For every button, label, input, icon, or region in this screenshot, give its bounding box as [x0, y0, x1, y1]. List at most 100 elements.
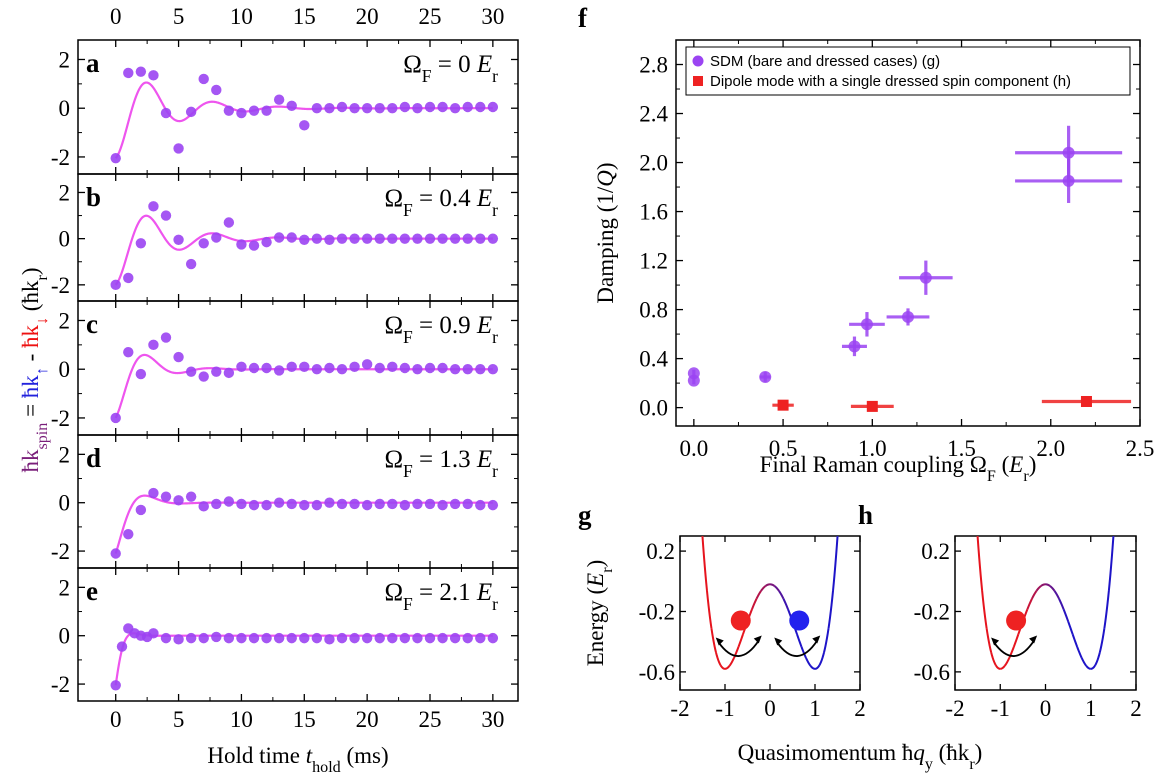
band-curve-segment — [990, 652, 997, 666]
series-dipole — [772, 395, 1132, 412]
data-point — [236, 107, 247, 119]
band-curve-segment — [755, 590, 762, 600]
top-xtick-label: 15 — [293, 4, 316, 29]
data-point — [336, 632, 348, 644]
data-point — [399, 362, 411, 374]
data-point — [236, 239, 247, 250]
data-point — [211, 498, 222, 510]
band-curve-segment — [1003, 657, 1011, 667]
data-point — [248, 632, 260, 644]
legend-label-dipole: Dipole mode with a single dressed spin c… — [710, 73, 1071, 90]
band-curve-segment — [685, 93, 690, 245]
data-point — [412, 103, 423, 114]
band-curve-segment — [994, 664, 1001, 670]
data-point — [487, 233, 499, 244]
y-tick-label: 0.2 — [646, 539, 675, 564]
data-point — [387, 361, 398, 372]
band-curve-segment — [773, 585, 780, 592]
band-curve-segment — [701, 536, 708, 592]
data-point — [160, 332, 172, 343]
data-point — [173, 351, 184, 363]
band-curve-segment — [760, 585, 767, 592]
top-xtick-label: 20 — [356, 4, 379, 29]
data-point — [185, 366, 197, 377]
arrow-head — [774, 637, 783, 646]
data-point — [374, 498, 385, 510]
data-point — [173, 234, 184, 246]
data-point — [424, 498, 436, 510]
panel-label: ΩF = 0.9 Er — [384, 312, 498, 347]
band-curve-segment — [1058, 598, 1065, 610]
x-tick-label: 1.0 — [858, 436, 887, 461]
data-point — [198, 371, 209, 382]
top-xtick-label: 25 — [419, 4, 442, 29]
y-tick-label: 0 — [59, 96, 71, 121]
data-point — [349, 361, 360, 372]
band-curve-segment — [728, 657, 735, 667]
data-point — [211, 84, 222, 96]
data-point — [324, 103, 335, 114]
band-curve-segment — [960, 93, 965, 245]
oscillation-arrow — [776, 640, 818, 657]
data-point — [311, 103, 323, 114]
y-tick-label: 0.0 — [639, 396, 668, 421]
data-point — [148, 70, 159, 81]
bottom-xtick-label: 25 — [419, 707, 442, 732]
data-point — [487, 101, 499, 113]
y-tick-label: 0 — [59, 491, 71, 516]
data-point — [211, 232, 222, 243]
x-axis-label: Final Raman coupling ΩF (Er) — [760, 452, 1037, 485]
panel-frame — [77, 567, 519, 702]
y-tick-label: 2 — [59, 180, 71, 205]
data-point — [173, 634, 184, 645]
data-point — [387, 233, 398, 244]
data-point — [236, 632, 247, 644]
arrow-head — [812, 635, 821, 644]
data-point — [286, 100, 297, 111]
data-point — [286, 361, 297, 372]
data-point — [311, 499, 323, 511]
band-curve-segment — [1071, 633, 1079, 648]
panel-frame — [679, 535, 861, 691]
band-curve-segment — [1062, 608, 1070, 622]
data-point — [110, 680, 121, 691]
data-point — [261, 236, 272, 248]
data-point — [299, 632, 310, 644]
data-point — [223, 632, 235, 644]
panel-g-group: g -2 -1 0 1 2 0.2 -0.2 -0.6 Energy (Er) Quasimomen… — [578, 0, 982, 773]
data-point — [1080, 395, 1092, 407]
band-curve-segment — [1012, 633, 1020, 648]
data-point — [123, 67, 134, 79]
data-point — [387, 632, 398, 644]
band-curve-segment — [1026, 598, 1033, 610]
data-point — [487, 364, 499, 375]
legend-label-sdm: SDM (bare and dressed cases) (g) — [710, 53, 940, 70]
data-point — [349, 103, 360, 114]
data-point — [919, 271, 932, 284]
data-point — [299, 499, 310, 511]
data-point — [437, 101, 448, 113]
data-point — [462, 233, 473, 244]
panel-letter: a — [86, 48, 100, 78]
y-tick-label: 2 — [59, 308, 71, 333]
y-tick-label: 2 — [59, 47, 71, 72]
panel-b: -2 0 2 b ΩF = 0.4 Er — [51, 173, 519, 302]
panel-label: ΩF = 0 Er — [403, 51, 498, 86]
data-point — [324, 362, 335, 374]
data-point — [777, 399, 789, 411]
data-point — [424, 101, 436, 113]
arrow-head — [753, 635, 762, 644]
panel-label: ΩF = 2.1 Er — [384, 579, 498, 614]
arrow-head — [991, 637, 1000, 646]
data-point — [273, 232, 285, 243]
data-point — [299, 361, 310, 372]
y-tick-label: 1.2 — [639, 249, 668, 274]
oscillation-arrow — [718, 640, 760, 657]
y-axis-label: ħkspin = ħk↑ - ħk↓ (ħkr) — [18, 267, 51, 472]
data-point — [148, 628, 159, 639]
data-point — [211, 366, 222, 377]
band-curve-segment — [680, 0, 685, 93]
data-point — [160, 491, 172, 502]
x-tick-label: 1.5 — [947, 436, 976, 461]
